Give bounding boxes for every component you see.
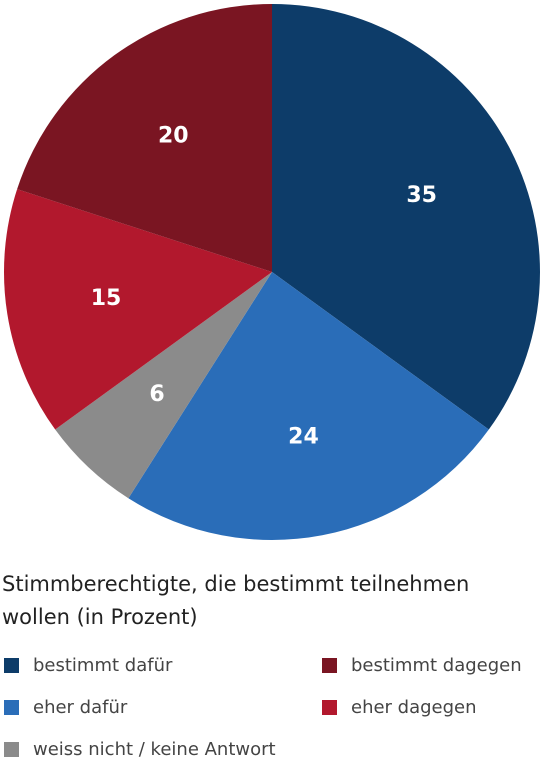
slice-value-label: 35 — [406, 183, 437, 208]
chart-title: Stimmberechtigte, die bestimmt teilnehme… — [2, 572, 470, 629]
pie-slice — [4, 189, 273, 430]
pie-chart: 35 24 6 15 20 — [4, 4, 540, 540]
legend-label: bestimmt dafür — [33, 655, 173, 676]
legend-swatch — [4, 742, 19, 757]
pie-slice — [272, 4, 540, 430]
legend-item-bestimmt-dafuer: bestimmt dafür — [4, 655, 172, 676]
legend-item-eher-dagegen: eher dagegen — [322, 697, 477, 718]
legend-label: bestimmt dagegen — [351, 655, 522, 676]
legend-label: eher dafür — [33, 697, 128, 718]
legend-swatch — [322, 700, 337, 715]
legend-label: weiss nicht / keine Antwort — [33, 739, 276, 760]
legend-swatch — [4, 700, 19, 715]
legend-label: eher dagegen — [351, 697, 477, 718]
legend-swatch — [4, 658, 19, 673]
slice-value-label: 15 — [91, 286, 122, 311]
slice-value-label: 24 — [288, 425, 319, 450]
slice-value-label: 20 — [158, 124, 189, 149]
legend-item-eher-dafuer: eher dafür — [4, 697, 127, 718]
pie-slice — [17, 4, 273, 272]
pie-slice — [55, 272, 273, 499]
pie-slice — [128, 272, 489, 540]
slice-value-label: 6 — [149, 382, 164, 407]
legend-item-bestimmt-dagegen: bestimmt dagegen — [322, 655, 522, 676]
legend-swatch — [322, 658, 337, 673]
legend-item-weiss-nicht: weiss nicht / keine Antwort — [4, 739, 276, 760]
